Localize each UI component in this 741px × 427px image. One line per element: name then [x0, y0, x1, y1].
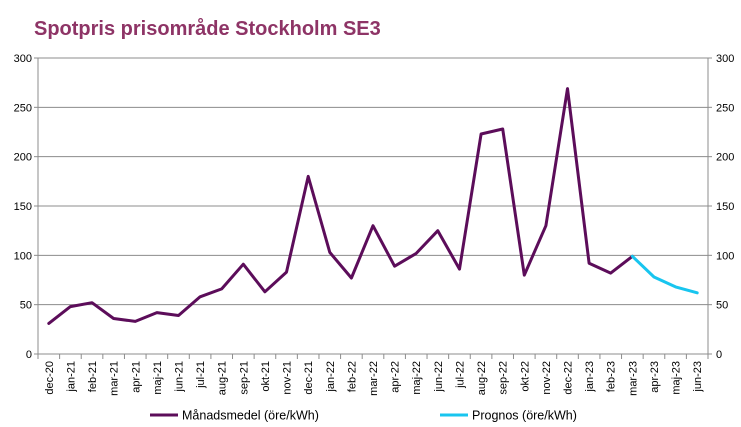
left-y-tick-label: 300 — [14, 53, 32, 65]
x-tick-label: jul-22 — [454, 361, 466, 389]
x-tick-label: mar-23 — [627, 361, 639, 396]
right-y-tick-label: 0 — [716, 349, 722, 361]
left-y-axis-ticks: 0 50 100 150 200 250 300 — [14, 53, 38, 361]
x-tick-label: feb-22 — [346, 361, 358, 392]
series-lines — [47, 87, 699, 325]
legend: Månadsmedel (öre/kWh) Prognos (öre/kWh) — [150, 409, 577, 423]
x-tick-label: jan-22 — [325, 361, 337, 393]
legend-label-1: Månadsmedel (öre/kWh) — [182, 409, 319, 423]
x-tick-label: mar-22 — [368, 361, 380, 396]
x-tick-label: jun-21 — [173, 361, 185, 393]
x-tick-label: feb-23 — [606, 361, 618, 392]
x-tick-label: dec-21 — [303, 361, 315, 395]
x-tick-label: jun-22 — [433, 361, 445, 393]
x-tick-label: maj-22 — [411, 361, 423, 395]
legend-label-2: Prognos (öre/kWh) — [472, 409, 577, 423]
x-tick-label: jan-21 — [65, 361, 77, 393]
x-tick-label: mar-21 — [109, 361, 121, 396]
right-y-tick-label: 150 — [716, 201, 734, 213]
x-tick-label: apr-23 — [649, 361, 661, 393]
axes — [37, 58, 709, 355]
series-line-1 — [47, 87, 634, 325]
right-y-tick-label: 250 — [716, 102, 734, 114]
x-tick-label: sep-22 — [498, 361, 510, 395]
x-tick-label: okt-21 — [260, 361, 272, 392]
left-y-tick-label: 200 — [14, 152, 32, 164]
x-tick-label: jul-21 — [195, 361, 207, 389]
chart-title: Spotpris prisområde Stockholm SE3 — [34, 18, 381, 40]
right-y-tick-label: 300 — [716, 53, 734, 65]
left-y-tick-label: 0 — [26, 349, 32, 361]
x-tick-label: dec-22 — [563, 361, 575, 395]
x-tick-label: aug-21 — [217, 361, 229, 395]
left-y-tick-label: 150 — [14, 201, 32, 213]
right-y-axis-ticks: 0 50 100 150 200 250 300 — [708, 53, 734, 361]
x-tick-label: sep-21 — [238, 361, 250, 395]
series-line-2 — [630, 254, 699, 295]
x-tick-label: maj-21 — [152, 361, 164, 395]
x-tick-label: jan-23 — [584, 361, 596, 393]
x-tick-label: feb-21 — [87, 361, 99, 392]
x-tick-label: nov-22 — [541, 361, 553, 395]
x-tick-label: aug-22 — [476, 361, 488, 395]
x-tick-label: dec-20 — [44, 361, 56, 395]
x-tick-label: maj-23 — [671, 361, 683, 395]
gridlines — [38, 57, 708, 306]
right-y-tick-label: 50 — [716, 300, 728, 312]
x-tick-label: jun-23 — [692, 361, 704, 393]
left-y-tick-label: 50 — [20, 300, 32, 312]
x-axis-ticks: dec-20 jan-21 feb-21 mar-21 apr-21 maj-21 jun-… — [37, 354, 709, 396]
left-y-tick-label: 250 — [14, 102, 32, 114]
x-tick-label: apr-22 — [390, 361, 402, 393]
right-y-tick-label: 200 — [716, 152, 734, 164]
left-y-tick-label: 100 — [14, 250, 32, 262]
x-tick-label: okt-22 — [519, 361, 531, 392]
x-tick-label: nov-21 — [282, 361, 294, 395]
x-tick-label: apr-21 — [130, 361, 142, 393]
right-y-tick-label: 100 — [716, 250, 734, 262]
